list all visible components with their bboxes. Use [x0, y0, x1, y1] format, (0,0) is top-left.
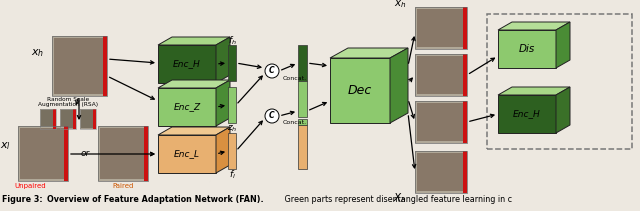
Text: Green parts represent disentangled feature learning in c: Green parts represent disentangled featu…	[282, 195, 512, 203]
Text: Concat.: Concat.	[283, 120, 307, 126]
Polygon shape	[498, 95, 556, 133]
Bar	[415, 7, 467, 49]
Polygon shape	[330, 58, 390, 123]
Polygon shape	[498, 22, 570, 30]
Bar	[60, 109, 76, 129]
Bar	[64, 126, 68, 181]
Bar	[415, 101, 467, 143]
Bar	[40, 109, 56, 129]
Text: $z_h$: $z_h$	[227, 124, 237, 134]
Text: Figure 3:: Figure 3:	[2, 195, 43, 203]
Text: Concat.: Concat.	[283, 76, 307, 81]
Text: $x_h$: $x_h$	[394, 0, 406, 10]
Bar	[52, 36, 107, 96]
Bar	[54, 38, 105, 94]
Bar	[52, 36, 107, 96]
Polygon shape	[330, 48, 408, 58]
Text: Overview of Feature Adaptation Network (FAN).: Overview of Feature Adaptation Network (…	[47, 195, 264, 203]
Text: $f_h$: $f_h$	[228, 35, 236, 47]
Bar	[417, 153, 465, 191]
Bar	[40, 109, 56, 129]
Polygon shape	[390, 48, 408, 123]
Bar	[53, 109, 56, 129]
Bar	[41, 110, 55, 128]
Bar	[417, 9, 465, 47]
Polygon shape	[556, 22, 570, 68]
Bar	[73, 109, 76, 129]
Bar	[60, 109, 76, 129]
Bar	[18, 126, 68, 181]
Text: Random Scale: Random Scale	[47, 97, 89, 102]
Bar	[98, 126, 148, 181]
Bar	[98, 126, 148, 181]
Bar	[298, 125, 307, 169]
Bar	[298, 45, 307, 81]
Bar	[415, 54, 467, 96]
Polygon shape	[498, 30, 556, 68]
Bar	[61, 110, 75, 128]
Polygon shape	[158, 80, 230, 88]
Text: $x_h$: $x_h$	[31, 47, 45, 59]
Polygon shape	[216, 127, 230, 173]
Bar	[463, 54, 467, 96]
Bar	[417, 103, 465, 141]
Bar	[298, 81, 307, 117]
Text: Enc_H: Enc_H	[173, 60, 201, 69]
Bar	[100, 128, 146, 179]
Text: Paired: Paired	[112, 183, 134, 189]
Text: Enc_Z: Enc_Z	[173, 103, 200, 111]
Bar	[415, 54, 467, 96]
Text: Dis: Dis	[519, 44, 535, 54]
Text: $x_l$: $x_l$	[0, 140, 10, 152]
Bar	[417, 56, 465, 94]
Polygon shape	[158, 45, 216, 83]
Bar	[298, 119, 307, 125]
Text: $f_l$: $f_l$	[228, 169, 236, 181]
Bar	[80, 109, 96, 129]
Bar	[18, 126, 68, 181]
Bar	[103, 36, 107, 96]
Circle shape	[265, 64, 279, 78]
Text: Augmentation (RSA): Augmentation (RSA)	[38, 102, 98, 107]
Text: Enc_L: Enc_L	[174, 150, 200, 158]
Polygon shape	[158, 127, 230, 135]
Polygon shape	[158, 37, 230, 45]
Bar	[81, 110, 95, 128]
Text: C: C	[269, 66, 275, 75]
Bar	[487, 14, 632, 149]
Bar	[415, 151, 467, 193]
Text: $X_h$: $X_h$	[393, 191, 407, 205]
Bar	[228, 45, 236, 81]
Text: Unpaired: Unpaired	[14, 183, 46, 189]
Bar	[144, 126, 148, 181]
Bar	[463, 101, 467, 143]
Bar	[228, 87, 236, 123]
Text: or: or	[81, 149, 90, 158]
Text: Enc_H: Enc_H	[513, 110, 541, 119]
Polygon shape	[216, 80, 230, 126]
Polygon shape	[498, 87, 570, 95]
Bar	[20, 128, 66, 179]
Bar	[415, 101, 467, 143]
Bar	[228, 133, 236, 169]
Bar	[463, 151, 467, 193]
Polygon shape	[216, 37, 230, 83]
Polygon shape	[556, 87, 570, 133]
Text: C: C	[269, 111, 275, 120]
Text: Dec: Dec	[348, 84, 372, 97]
Bar	[93, 109, 96, 129]
Polygon shape	[158, 135, 216, 173]
Bar	[415, 7, 467, 49]
Bar	[463, 7, 467, 49]
Circle shape	[265, 109, 279, 123]
Polygon shape	[158, 88, 216, 126]
Bar	[80, 109, 96, 129]
Bar	[415, 151, 467, 193]
